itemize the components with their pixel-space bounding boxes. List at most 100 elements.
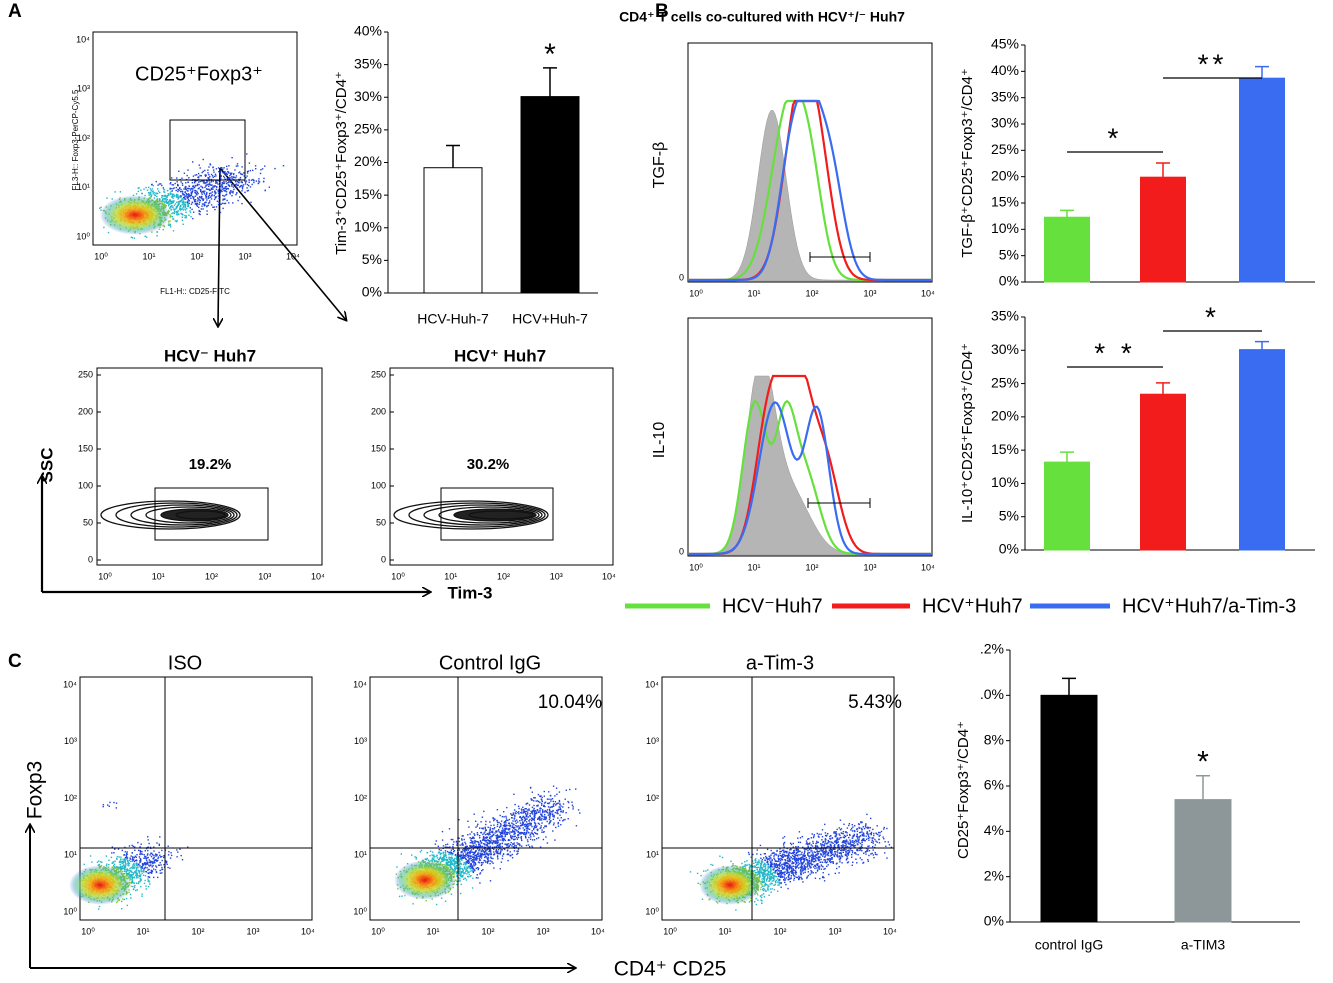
event-dot <box>526 826 529 828</box>
event-dot <box>182 207 184 209</box>
event-dot <box>164 194 166 197</box>
event-dot <box>459 855 461 857</box>
event-dot <box>486 852 488 855</box>
event-dot <box>234 181 237 183</box>
event-dot <box>462 869 464 871</box>
event-dot <box>524 825 527 828</box>
event-dot <box>201 197 203 200</box>
event-dot <box>226 165 228 168</box>
event-dot <box>476 840 479 843</box>
event-dot <box>190 192 193 194</box>
event-dot <box>541 800 543 803</box>
event-dot <box>150 864 152 867</box>
event-dot <box>528 809 530 811</box>
x-tick-label: 10⁴ <box>301 926 315 936</box>
event-dot <box>480 856 482 858</box>
event-dot <box>111 862 113 864</box>
event-dot <box>130 869 132 872</box>
axis-label: SSC <box>37 448 56 483</box>
event-dot <box>527 825 530 827</box>
event-dot <box>125 863 127 865</box>
event-dot <box>462 871 464 873</box>
event-dot <box>455 862 457 864</box>
event-dot <box>475 877 478 879</box>
event-dot <box>475 867 477 870</box>
event-dot <box>240 173 242 175</box>
event-dot <box>176 214 179 216</box>
event-dot <box>516 826 518 828</box>
event-dot <box>212 188 214 190</box>
event-dot <box>486 845 489 847</box>
event-dot <box>482 850 484 852</box>
event-dot <box>208 188 210 190</box>
event-dot <box>139 846 141 848</box>
event-dot <box>153 854 155 856</box>
event-dot <box>528 820 530 822</box>
event-dot <box>110 856 113 859</box>
event-dot <box>181 190 183 193</box>
event-dot <box>553 822 555 824</box>
plot-title: ISO <box>168 652 202 674</box>
event-dot <box>489 863 491 865</box>
event-dot <box>493 824 495 826</box>
event-dot <box>168 220 170 222</box>
event-dot <box>169 215 172 217</box>
event-dot <box>166 196 168 198</box>
event-dot <box>478 862 481 864</box>
event-dot <box>472 851 475 854</box>
event-dot <box>196 174 198 176</box>
event-dot <box>539 817 541 819</box>
event-dot <box>170 187 172 190</box>
event-dot <box>554 839 556 841</box>
event-dot <box>197 178 200 180</box>
event-dot <box>229 174 231 177</box>
event-dot <box>166 861 168 863</box>
y-tick-label: 100 <box>371 480 386 490</box>
event-dot <box>165 200 167 202</box>
event-dot <box>557 825 560 827</box>
event-dot <box>501 855 504 857</box>
event-dot <box>475 840 477 843</box>
event-dot <box>504 843 506 845</box>
event-dot <box>489 821 491 823</box>
event-dot <box>503 822 505 824</box>
event-dot <box>177 213 179 215</box>
event-dot <box>700 874 702 877</box>
event-dot <box>474 840 476 842</box>
event-dot <box>483 852 485 854</box>
event-dot <box>825 849 827 852</box>
event-dot <box>543 811 546 813</box>
event-dot <box>185 192 187 195</box>
event-dot <box>459 874 461 877</box>
arrows <box>30 167 575 968</box>
event-dot <box>141 895 143 897</box>
event-dot <box>446 862 449 864</box>
event-dot <box>205 180 208 182</box>
y-tick-label: 200 <box>78 406 93 416</box>
event-dot <box>462 851 464 853</box>
event-dot <box>545 825 547 828</box>
event-dot <box>223 189 225 192</box>
event-dot <box>504 828 506 830</box>
event-dot <box>175 193 178 196</box>
event-dot <box>129 893 132 896</box>
event-dot <box>141 867 144 869</box>
event-dot <box>463 838 465 841</box>
event-dot <box>444 859 447 861</box>
event-dot <box>547 814 550 816</box>
event-dot <box>220 175 222 178</box>
event-dot <box>239 196 241 198</box>
event-dot <box>501 831 503 833</box>
event-dot <box>152 857 154 860</box>
event-dot <box>485 849 487 851</box>
density-core <box>99 195 171 235</box>
event-dot <box>554 801 557 803</box>
event-dot <box>548 798 550 800</box>
event-dot <box>475 856 478 859</box>
event-dot <box>517 852 519 854</box>
event-dot <box>489 849 492 851</box>
event-dot <box>513 842 515 844</box>
event-dot <box>222 207 224 210</box>
event-dot <box>206 199 208 201</box>
event-dot <box>213 175 216 178</box>
